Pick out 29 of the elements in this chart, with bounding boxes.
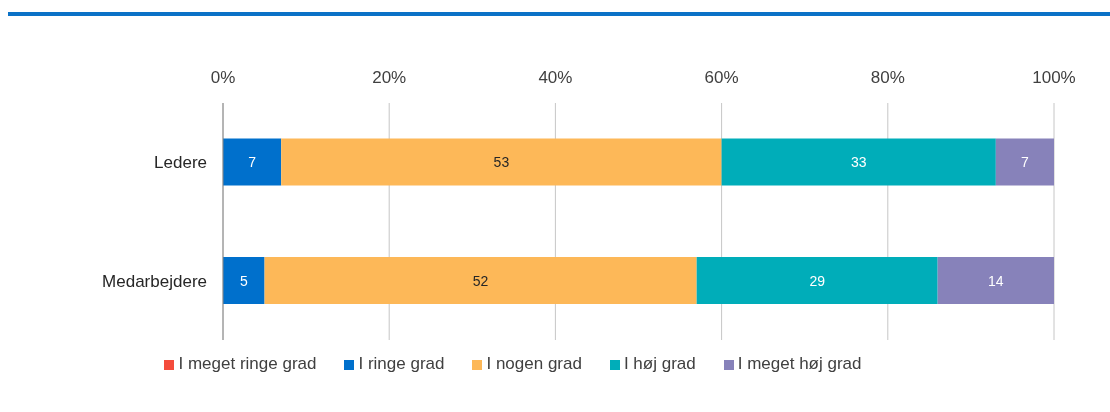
x-tick-label: 100% xyxy=(1032,68,1076,87)
data-label: 7 xyxy=(248,154,257,171)
data-label: 52 xyxy=(472,272,489,289)
x-tick-label: 60% xyxy=(704,68,739,87)
legend-label: I nogen grad xyxy=(486,354,582,373)
legend-label: I meget ringe grad xyxy=(178,354,317,373)
data-label: 7 xyxy=(1021,154,1030,171)
data-label: 29 xyxy=(809,272,826,289)
y-tick-label: Medarbejdere xyxy=(102,271,207,291)
legend-label: I ringe grad xyxy=(358,354,445,373)
legend-label: I meget høj grad xyxy=(737,354,862,373)
bar xyxy=(264,257,697,305)
bar xyxy=(223,257,265,305)
bar xyxy=(937,257,1054,305)
bar xyxy=(223,138,282,186)
x-tick-label: 0% xyxy=(210,68,236,87)
bar xyxy=(281,138,722,186)
bar xyxy=(995,138,1054,186)
x-tick-label: 40% xyxy=(538,68,573,87)
x-tick-label: 20% xyxy=(372,68,407,87)
data-label: 33 xyxy=(850,154,867,171)
data-label: 14 xyxy=(988,272,1004,289)
bar xyxy=(696,257,938,305)
y-tick-label: Ledere xyxy=(154,153,207,173)
legend-label: I høj grad xyxy=(623,354,696,373)
x-tick-label: 80% xyxy=(870,68,905,87)
data-label: 53 xyxy=(493,154,510,171)
bar xyxy=(721,138,996,186)
data-label: 5 xyxy=(239,272,248,289)
